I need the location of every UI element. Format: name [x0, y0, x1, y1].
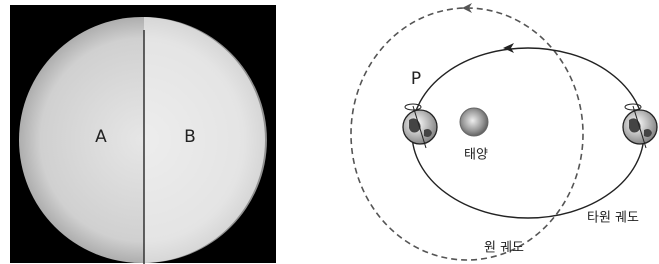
earth-left: [403, 104, 437, 148]
circle-orbit-label: 원 궤도: [484, 241, 524, 256]
point-label: P: [411, 69, 421, 89]
sun: [460, 108, 488, 136]
label-a: A: [95, 127, 107, 147]
sun-label: 태양: [464, 148, 488, 163]
ellipse-orbit: [412, 48, 644, 218]
right-panel: P 태양 타원 궤도 원 궤도: [351, 3, 657, 260]
left-panel: A B: [10, 5, 276, 264]
label-b: B: [184, 127, 196, 147]
ellipse-arrow: [503, 43, 514, 53]
earth-right: [623, 104, 657, 148]
diagram: A B P 태양 타원 궤도 원 궤도: [0, 0, 659, 264]
ellipse-orbit-label: 타원 궤도: [587, 211, 639, 226]
